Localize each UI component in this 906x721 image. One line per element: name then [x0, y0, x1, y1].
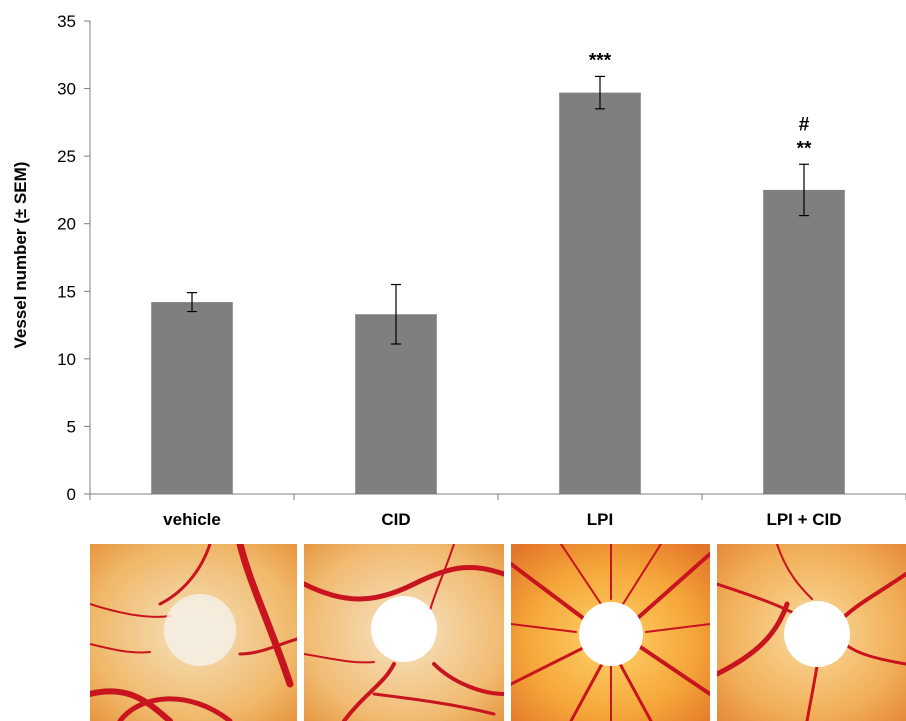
significance-label: **: [797, 138, 812, 159]
y-tick-label: 0: [67, 485, 76, 504]
x-tick-label: vehicle: [163, 510, 221, 529]
y-tick-label: 5: [67, 417, 76, 436]
y-tick-label: 35: [57, 12, 76, 31]
photo-image: [90, 544, 297, 721]
cam-photo-lpi-cid: [717, 544, 906, 721]
photo-image: [304, 544, 504, 721]
bar: [559, 92, 641, 494]
y-tick-label: 30: [57, 80, 76, 99]
photo-image: [511, 544, 710, 721]
y-tick-label: 20: [57, 215, 76, 234]
photo-image: [717, 544, 906, 721]
bar-chart: Vessel number (± SEM) 0 5 10 15 20 25 30 35 veh…: [11, 12, 906, 529]
bar: [151, 302, 233, 494]
cam-photo-vehicle: [90, 544, 297, 721]
y-tick-label: 10: [57, 350, 76, 369]
cam-photo-row: [90, 544, 906, 721]
cam-photo-lpi: [511, 544, 710, 721]
x-tick-label: CID: [381, 510, 410, 529]
y-tick-label: 15: [57, 282, 76, 301]
bar: [763, 189, 845, 494]
labels: vehicle CID LPI *** LPI + CID ** #: [163, 50, 841, 529]
y-axis-title: Vessel number (± SEM): [11, 162, 30, 349]
significance-label: ***: [589, 50, 612, 71]
significance-label-top: #: [799, 114, 810, 135]
x-tick-label: LPI: [587, 510, 613, 529]
y-tick-label: 25: [57, 147, 76, 166]
x-tick-label: LPI + CID: [766, 510, 841, 529]
bars: [151, 75, 845, 494]
cam-photo-cid: [304, 544, 504, 721]
